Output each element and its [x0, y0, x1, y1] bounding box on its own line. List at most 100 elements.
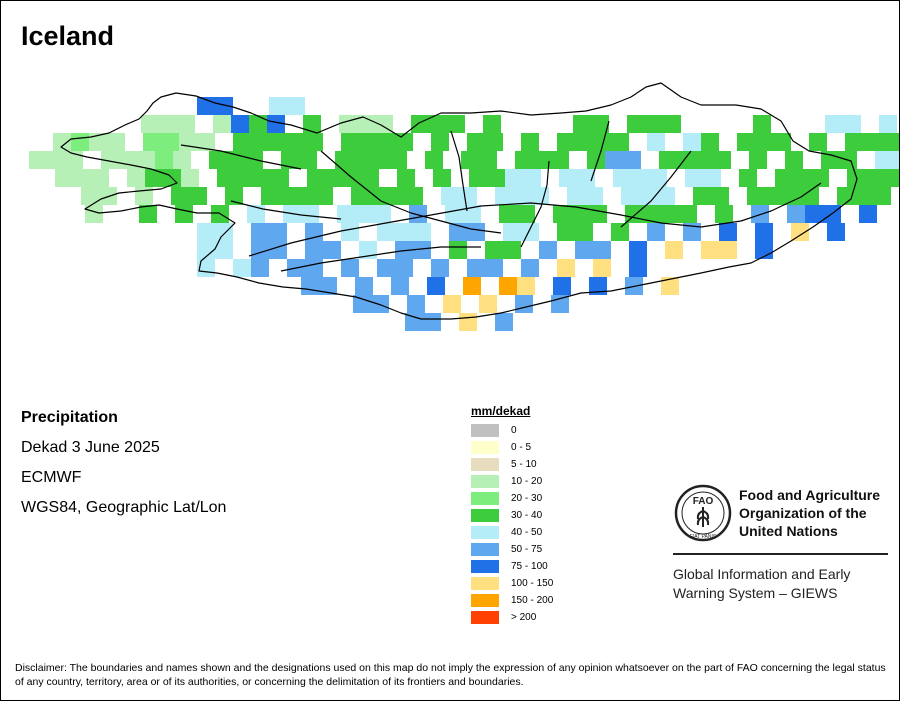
grid-cell	[787, 205, 805, 223]
grid-cell	[269, 241, 287, 259]
grid-cell	[281, 151, 299, 169]
grid-cell	[793, 169, 811, 187]
grid-cell	[883, 169, 899, 187]
grid-cell	[181, 169, 199, 187]
grid-cell	[701, 241, 719, 259]
grid-cell	[613, 169, 631, 187]
grid-cell	[341, 133, 359, 151]
legend-item: 50 - 75	[471, 541, 553, 558]
grid-cell	[215, 97, 233, 115]
grid-cell	[859, 205, 877, 223]
legend-item: 40 - 50	[471, 524, 553, 541]
grid-cell	[225, 187, 243, 205]
legend-label: 0 - 5	[511, 442, 532, 453]
grid-cell	[375, 115, 393, 133]
legend-label: 50 - 75	[511, 544, 543, 555]
svg-text:FAO: FAO	[693, 496, 714, 507]
grid-cell	[175, 205, 193, 223]
grid-cell	[197, 241, 215, 259]
projection-label: WGS84, Geographic Lat/Lon	[21, 499, 227, 516]
grid-cell	[159, 115, 177, 133]
legend-items: 0 0 - 5 5 - 10 10 - 20 20 - 30 30 - 40 40 - 50…	[471, 422, 553, 626]
grid-cell	[485, 133, 503, 151]
grid-cell	[197, 223, 215, 241]
grid-cell	[751, 205, 769, 223]
grid-cell	[91, 169, 109, 187]
grid-cell	[323, 241, 341, 259]
grid-cell	[305, 223, 323, 241]
grid-cell	[107, 133, 125, 151]
grid-cell	[377, 259, 395, 277]
grid-cell	[249, 115, 267, 133]
grid-cell	[659, 151, 677, 169]
legend-label: 5 - 10	[511, 459, 537, 470]
grid-cell	[683, 133, 701, 151]
map-info: Precipitation Dekad 3 June 2025 ECMWF WG…	[21, 407, 226, 527]
grid-cell	[521, 133, 539, 151]
legend-title: mm/dekad	[471, 404, 531, 418]
grid-cell	[145, 169, 163, 187]
grid-cell	[65, 151, 83, 169]
grid-cell	[755, 223, 773, 241]
legend-item: 0	[471, 422, 553, 439]
legend-item: 150 - 200	[471, 592, 553, 609]
grid-cell	[443, 295, 461, 313]
grid-cell	[359, 241, 377, 259]
grid-cell	[209, 151, 227, 169]
grid-cell	[557, 259, 575, 277]
grid-cell	[683, 223, 701, 241]
grid-cell	[485, 241, 503, 259]
grid-cell	[231, 115, 249, 133]
grid-cell	[893, 151, 899, 169]
grid-cell	[875, 151, 893, 169]
grid-cell	[523, 169, 541, 187]
grid-cell	[719, 223, 737, 241]
grid-cell	[307, 169, 325, 187]
legend-label: > 200	[511, 612, 537, 623]
grid-cell	[773, 133, 791, 151]
grid-cell	[625, 205, 643, 223]
grid-cell	[517, 205, 535, 223]
legend-label: 150 - 200	[511, 595, 554, 606]
grid-cell	[515, 295, 533, 313]
grid-cell	[369, 187, 387, 205]
grid-cell	[339, 115, 357, 133]
legend-item: 75 - 100	[471, 558, 553, 575]
grid-cell	[139, 205, 157, 223]
grid-cell	[577, 169, 595, 187]
grid-cell	[713, 151, 731, 169]
grid-cell	[81, 187, 99, 205]
grid-cell	[267, 115, 285, 133]
legend-swatch	[471, 543, 499, 556]
grid-cell	[593, 241, 611, 259]
grid-cell	[783, 187, 801, 205]
grid-cell	[873, 187, 891, 205]
grid-cell	[587, 151, 605, 169]
grid-cell	[503, 223, 521, 241]
disclaimer: Disclaimer: The boundaries and names sho…	[15, 662, 886, 688]
grid-cell	[351, 187, 369, 205]
grid-cell	[805, 205, 823, 223]
grid-cell	[215, 241, 233, 259]
grid-cell	[71, 133, 89, 151]
grid-cell	[459, 313, 477, 331]
legend-swatch	[471, 526, 499, 539]
grid-cell	[287, 97, 305, 115]
grid-cell	[445, 205, 463, 223]
grid-cell	[155, 151, 173, 169]
grid-cell	[127, 169, 145, 187]
legend-label: 30 - 40	[511, 510, 543, 521]
grid-cell	[261, 187, 279, 205]
giews-label: Global Information and Early Warning Sys…	[673, 566, 851, 601]
legend-swatch	[471, 475, 499, 488]
grid-cell	[677, 151, 695, 169]
grid-cell	[389, 151, 407, 169]
grid-cell	[387, 187, 405, 205]
grid-cell	[553, 205, 571, 223]
legend-label: 75 - 100	[511, 561, 548, 572]
grid-cell	[647, 223, 665, 241]
grid-cell	[593, 259, 611, 277]
variable-label: Precipitation	[21, 409, 118, 426]
grid-cell	[825, 115, 843, 133]
